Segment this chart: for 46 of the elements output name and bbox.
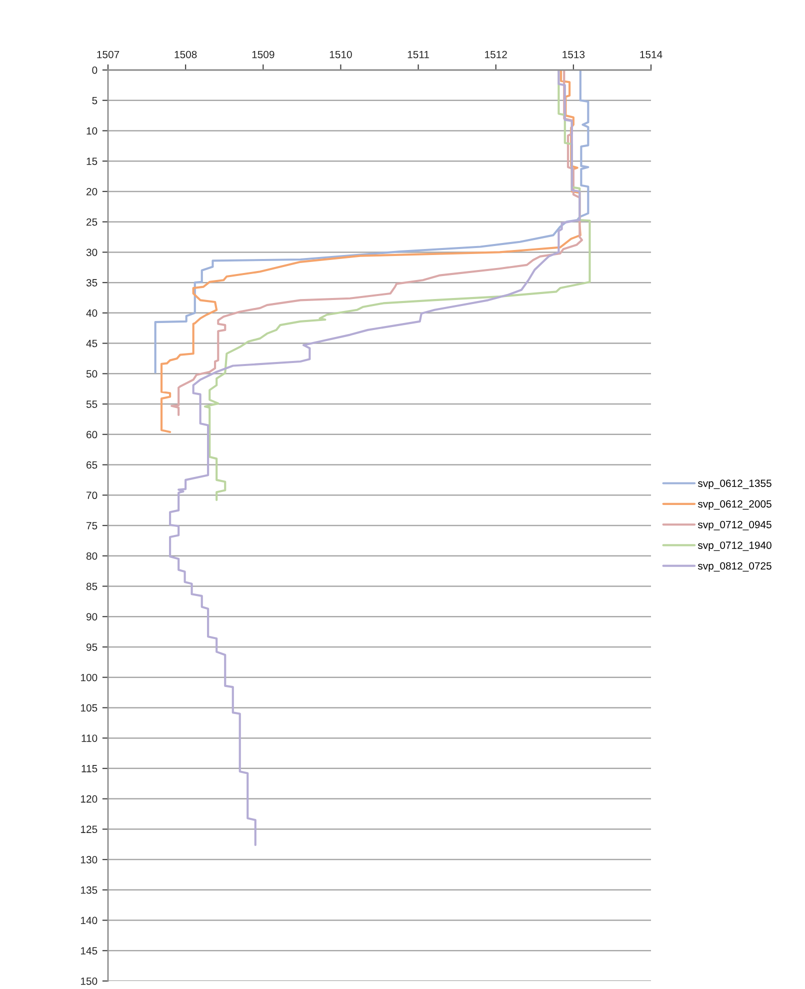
y-tick-label: 15 xyxy=(86,158,98,165)
y-tick-label: 150 xyxy=(81,978,98,985)
y-tick-label: 140 xyxy=(81,916,98,924)
y-tick-label: 5 xyxy=(92,96,98,104)
y-tick-label: 50 xyxy=(86,370,98,378)
legend-label: svp_0712_1940 xyxy=(698,542,772,552)
legend-label: svp_0612_1355 xyxy=(698,480,772,490)
y-tick-label: 60 xyxy=(86,430,98,438)
x-tick-label: 1513 xyxy=(562,50,585,58)
y-tick-label: 130 xyxy=(81,856,98,864)
x-tick-label: 1508 xyxy=(174,50,197,58)
y-tick-label: 85 xyxy=(86,582,98,590)
y-tick-label: 80 xyxy=(86,552,98,560)
x-tick-label: 1512 xyxy=(485,50,507,58)
x-tick-label: 1514 xyxy=(640,50,662,58)
x-tick-label: 1509 xyxy=(252,50,274,58)
line-series xyxy=(169,70,581,846)
y-tick-label: 105 xyxy=(81,704,98,712)
x-tick-label: 1510 xyxy=(330,50,352,58)
y-tick-label: 100 xyxy=(81,674,98,682)
y-tick-label: 125 xyxy=(81,826,98,834)
y-tick-label: 40 xyxy=(86,309,98,317)
y-tick-label: 65 xyxy=(86,461,98,469)
y-tick-label: 95 xyxy=(86,643,98,651)
legend-label: svp_0712_0945 xyxy=(698,520,772,530)
y-tick-label: 115 xyxy=(82,765,98,772)
y-tick-label: 25 xyxy=(86,218,98,226)
legend-label: svp_0812_0725 xyxy=(698,562,772,572)
y-tick-label: 55 xyxy=(86,400,98,408)
y-tick-label: 75 xyxy=(86,522,98,530)
y-tick-label: 45 xyxy=(86,340,98,348)
y-tick-label: 120 xyxy=(81,795,98,803)
y-tick-label: 135 xyxy=(81,886,98,894)
y-tick-label: 90 xyxy=(86,613,98,620)
y-tick-label: 145 xyxy=(81,947,98,955)
y-tick-label: 35 xyxy=(86,279,98,286)
legend-label: svp_0612_2005 xyxy=(698,500,772,510)
y-tick-label: 10 xyxy=(86,127,98,135)
y-tick-label: 0 xyxy=(92,66,98,74)
y-tick-label: 30 xyxy=(86,248,98,256)
y-tick-label: 110 xyxy=(82,734,98,742)
x-tick-label: 1507 xyxy=(97,50,120,58)
line-series xyxy=(154,70,590,374)
y-tick-label: 20 xyxy=(86,188,98,196)
y-tick-label: 70 xyxy=(86,492,98,500)
x-tick-label: 1511 xyxy=(408,50,429,58)
